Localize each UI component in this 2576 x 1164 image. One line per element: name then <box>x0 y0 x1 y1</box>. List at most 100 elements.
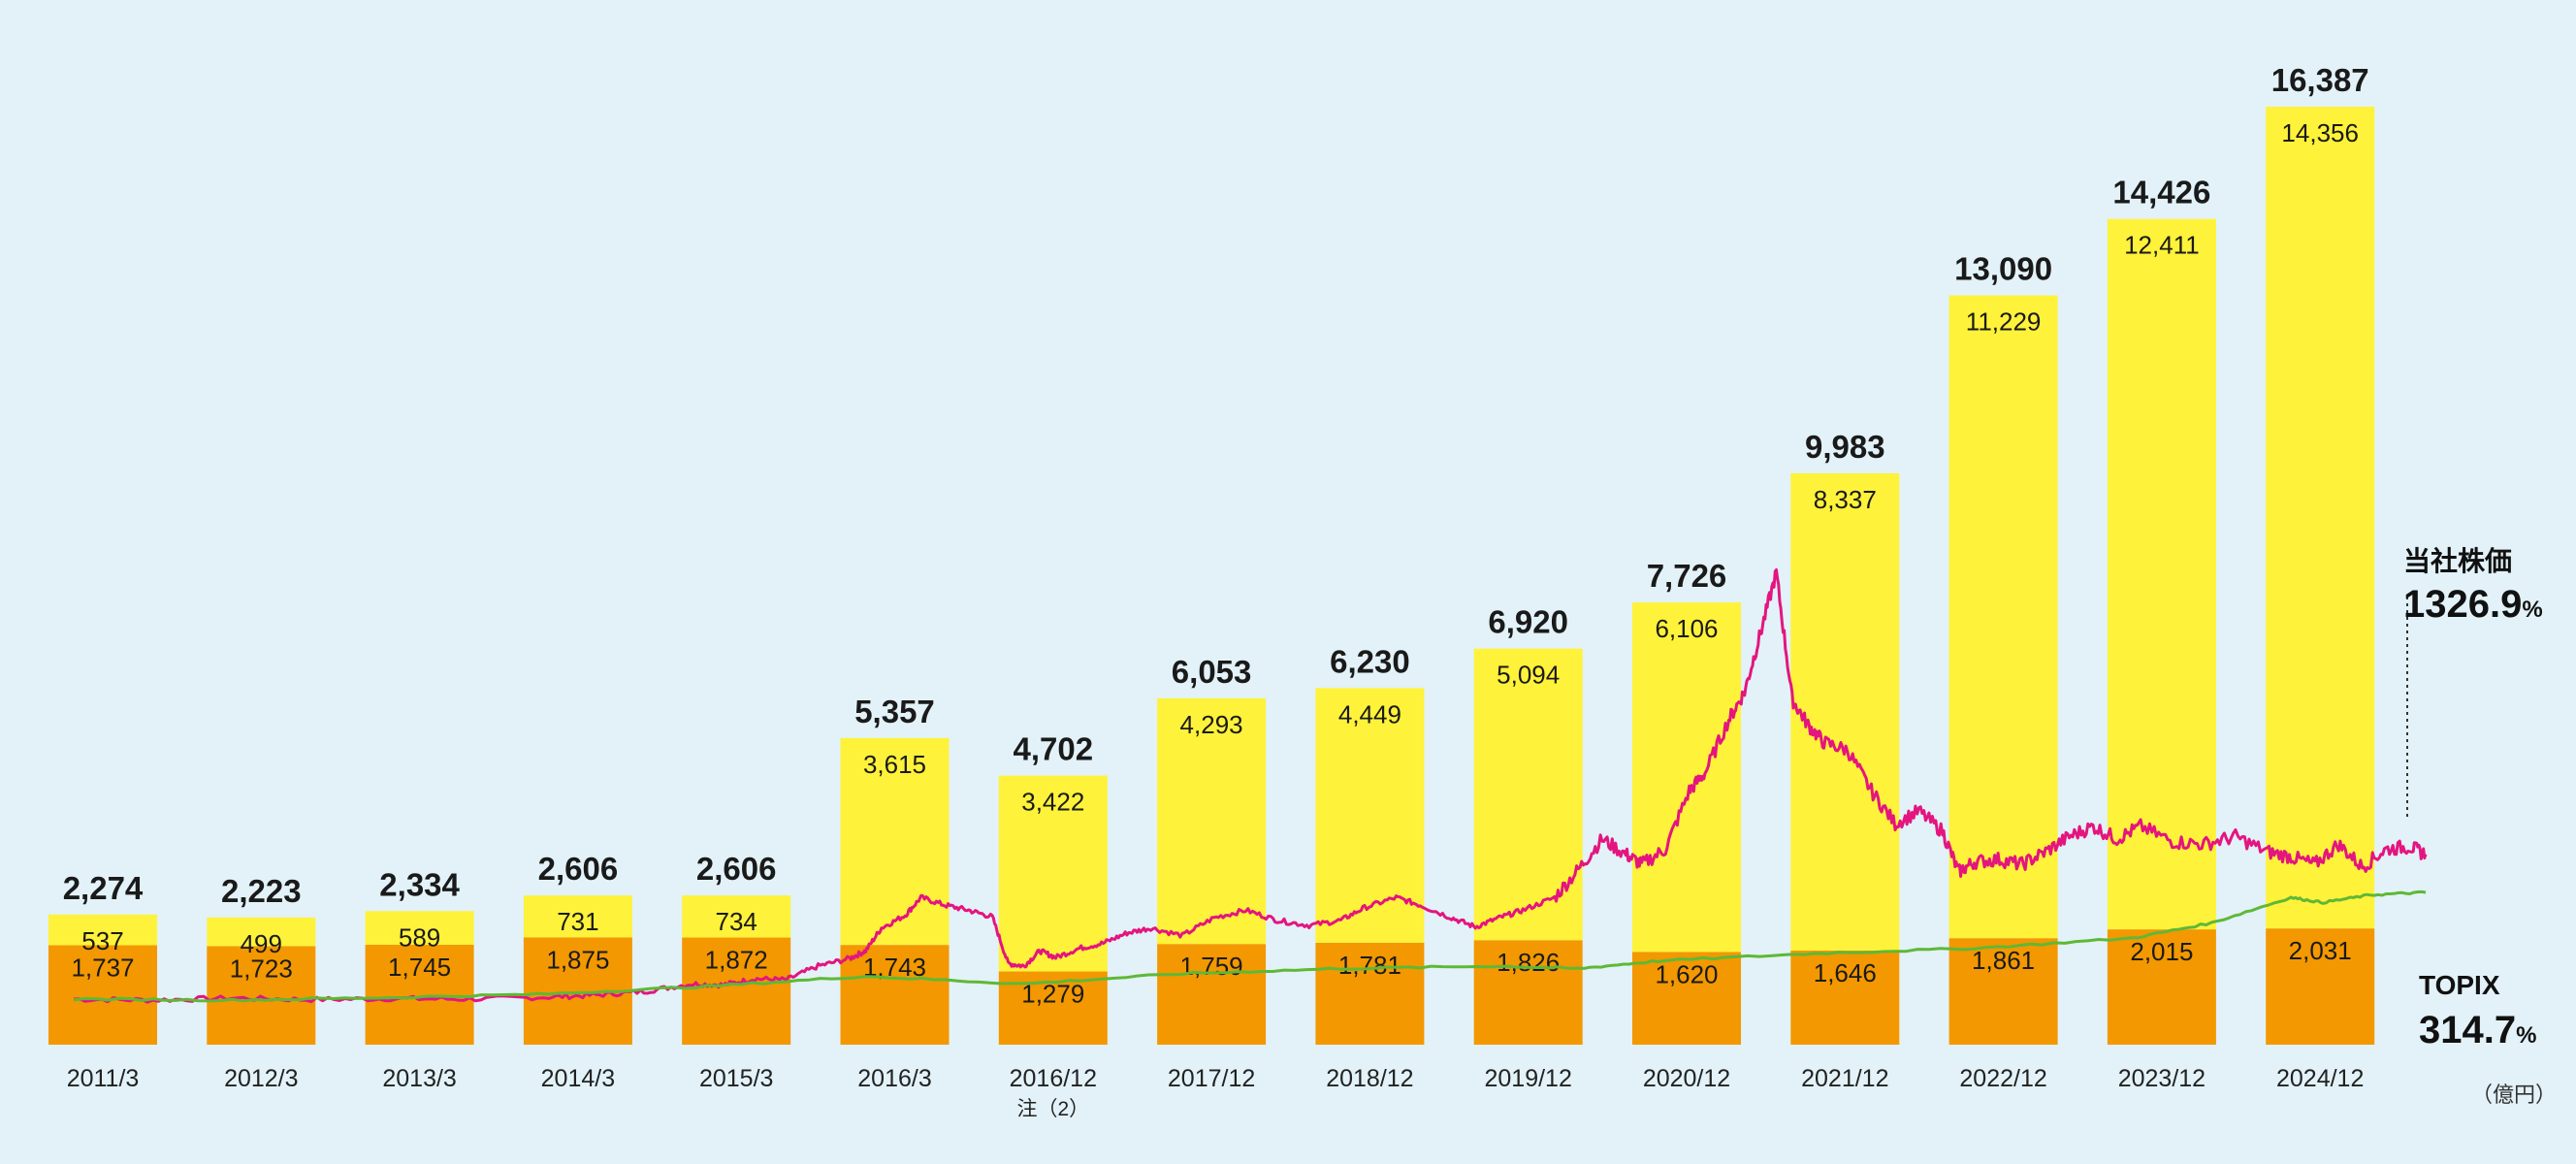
unit-label: （億円） <box>2471 1083 2557 1107</box>
segment-label-1-1: 499 <box>241 929 282 958</box>
bar-segment-1-0 <box>48 914 157 946</box>
stock-legend-value: 1326.9% <box>2403 583 2543 626</box>
segment-label-0-10: 1,620 <box>1655 959 1718 988</box>
segment-label-0-14: 2,031 <box>2289 936 2352 965</box>
total-label-4: 2,606 <box>696 851 777 887</box>
topix-legend-name: TOPIX <box>2419 970 2500 1000</box>
total-label-10: 7,726 <box>1647 558 1727 594</box>
total-label-11: 9,983 <box>1805 429 1885 465</box>
segment-label-1-13: 12,411 <box>2124 231 2200 260</box>
bar-segment-0-8 <box>1315 942 1425 1045</box>
bar-segment-1-4 <box>682 895 791 938</box>
segment-label-1-12: 11,229 <box>1966 307 2042 337</box>
segment-label-1-7: 4,293 <box>1180 710 1243 739</box>
x-tick-label-5: 2016/3 <box>857 1065 931 1092</box>
x-tick-label-4: 2015/3 <box>699 1065 773 1092</box>
bar-segment-1-7 <box>1157 697 1267 945</box>
total-label-0: 2,274 <box>63 870 144 906</box>
segment-label-1-11: 8,337 <box>1814 485 1877 514</box>
bar-segment-0-11 <box>1790 950 1900 1045</box>
total-label-2: 2,334 <box>379 866 460 902</box>
bar-segment-0-7 <box>1157 944 1267 1045</box>
total-label-1: 2,223 <box>221 873 302 909</box>
x-tick-label-12: 2022/12 <box>1959 1065 2046 1092</box>
line-1 <box>73 889 2427 1003</box>
topix-legend-value: 314.7% <box>2419 1009 2536 1051</box>
segment-label-1-0: 537 <box>81 926 123 955</box>
total-label-14: 16,387 <box>2271 62 2369 98</box>
segment-label-0-11: 1,646 <box>1814 958 1877 987</box>
total-label-8: 6,230 <box>1330 643 1410 679</box>
segment-label-0-8: 1,781 <box>1338 951 1401 980</box>
x-tick-label-7: 2017/12 <box>1168 1065 1255 1092</box>
bar-segment-0-10 <box>1632 952 1741 1045</box>
segment-label-1-9: 5,094 <box>1497 661 1560 690</box>
x-tick-label-11: 2021/12 <box>1801 1065 1888 1092</box>
bar-segment-0-14 <box>2266 928 2375 1045</box>
total-label-6: 4,702 <box>1014 731 1094 767</box>
bar-segment-1-12 <box>1948 295 2058 939</box>
segment-label-0-12: 1,861 <box>1972 946 2035 975</box>
x-axis-labels: 2011/3 2012/3 2013/3 2014/3 2015/3 2016/3 2016… <box>67 1065 2365 1120</box>
topix-legend-pct: % <box>2516 1022 2536 1049</box>
bar-segment-1-9 <box>1473 648 1583 941</box>
total-labels-layer: 2,274 2,223 2,334 2,606 2,606 5,357 4,702 6,053… <box>63 62 2369 909</box>
segment-label-1-3: 731 <box>557 907 598 936</box>
total-label-5: 5,357 <box>854 694 935 729</box>
segment-label-1-2: 589 <box>399 922 440 952</box>
bar-segment-0-2 <box>365 945 474 1045</box>
x-tick-label-9: 2019/12 <box>1485 1065 1572 1092</box>
bar-segment-1-3 <box>523 895 632 938</box>
bar-segment-1-5 <box>840 737 950 946</box>
bar-segment-1-1 <box>207 917 316 947</box>
bar-segment-1-13 <box>2107 218 2216 930</box>
total-label-12: 13,090 <box>1954 251 2052 287</box>
line-legend: 当社株価 1326.9% TOPIX 314.7% <box>2403 546 2543 1051</box>
bar-segment-1-6 <box>998 775 1108 972</box>
x-tick-label-8: 2018/12 <box>1326 1065 1413 1092</box>
bar-segment-0-9 <box>1473 940 1583 1045</box>
total-label-3: 2,606 <box>538 851 619 887</box>
segment-label-1-4: 734 <box>716 907 757 936</box>
x-tick-label-6: 2016/12 <box>1010 1065 1097 1092</box>
segment-label-0-3: 1,875 <box>546 945 609 974</box>
x-tick-label-0: 2011/3 <box>67 1065 140 1092</box>
lines-layer <box>73 567 2428 1004</box>
segment-label-0-7: 1,759 <box>1180 952 1243 981</box>
total-label-9: 6,920 <box>1488 604 1568 640</box>
segment-label-0-0: 1,737 <box>71 953 134 982</box>
bars-layer <box>48 107 2375 1045</box>
x-tick-label-10: 2020/12 <box>1643 1065 1730 1092</box>
bar-segment-0-12 <box>1948 938 2058 1045</box>
x-tick-label-3: 2014/3 <box>541 1065 615 1092</box>
segment-label-0-9: 1,826 <box>1497 948 1560 977</box>
segment-label-1-5: 3,615 <box>863 750 926 779</box>
segment-label-1-8: 4,449 <box>1338 699 1401 728</box>
segment-label-0-1: 1,723 <box>230 954 293 983</box>
bar-segment-1-11 <box>1790 472 1900 951</box>
stock-legend-pct: % <box>2522 597 2542 623</box>
x-tick-label-2: 2013/3 <box>382 1065 456 1092</box>
bar-segment-0-13 <box>2107 929 2216 1045</box>
total-label-13: 14,426 <box>2112 175 2210 210</box>
stock-legend-name: 当社株価 <box>2403 546 2512 576</box>
segment-label-0-4: 1,872 <box>705 946 768 975</box>
segment-label-0-13: 2,015 <box>2130 937 2193 966</box>
bar-segment-0-4 <box>682 937 791 1045</box>
line-0 <box>73 567 2428 1004</box>
bar-segment-1-10 <box>1632 602 1741 953</box>
bar-segment-1-14 <box>2266 107 2375 929</box>
segment-label-1-6: 3,422 <box>1021 788 1084 817</box>
x-tick-label-14: 2024/12 <box>2276 1065 2364 1092</box>
bar-segment-0-0 <box>48 945 157 1045</box>
total-label-7: 6,053 <box>1172 654 1252 690</box>
segment-label-1-14: 14,356 <box>2281 118 2359 147</box>
x-tick-label-1: 2012/3 <box>224 1065 298 1092</box>
bar-segment-0-5 <box>840 945 950 1045</box>
segment-label-0-2: 1,745 <box>388 953 451 982</box>
x-tick-note-6: 注（2） <box>1016 1098 1089 1120</box>
segment-label-1-10: 6,106 <box>1655 614 1718 643</box>
x-tick-label-13: 2023/12 <box>2118 1065 2206 1092</box>
